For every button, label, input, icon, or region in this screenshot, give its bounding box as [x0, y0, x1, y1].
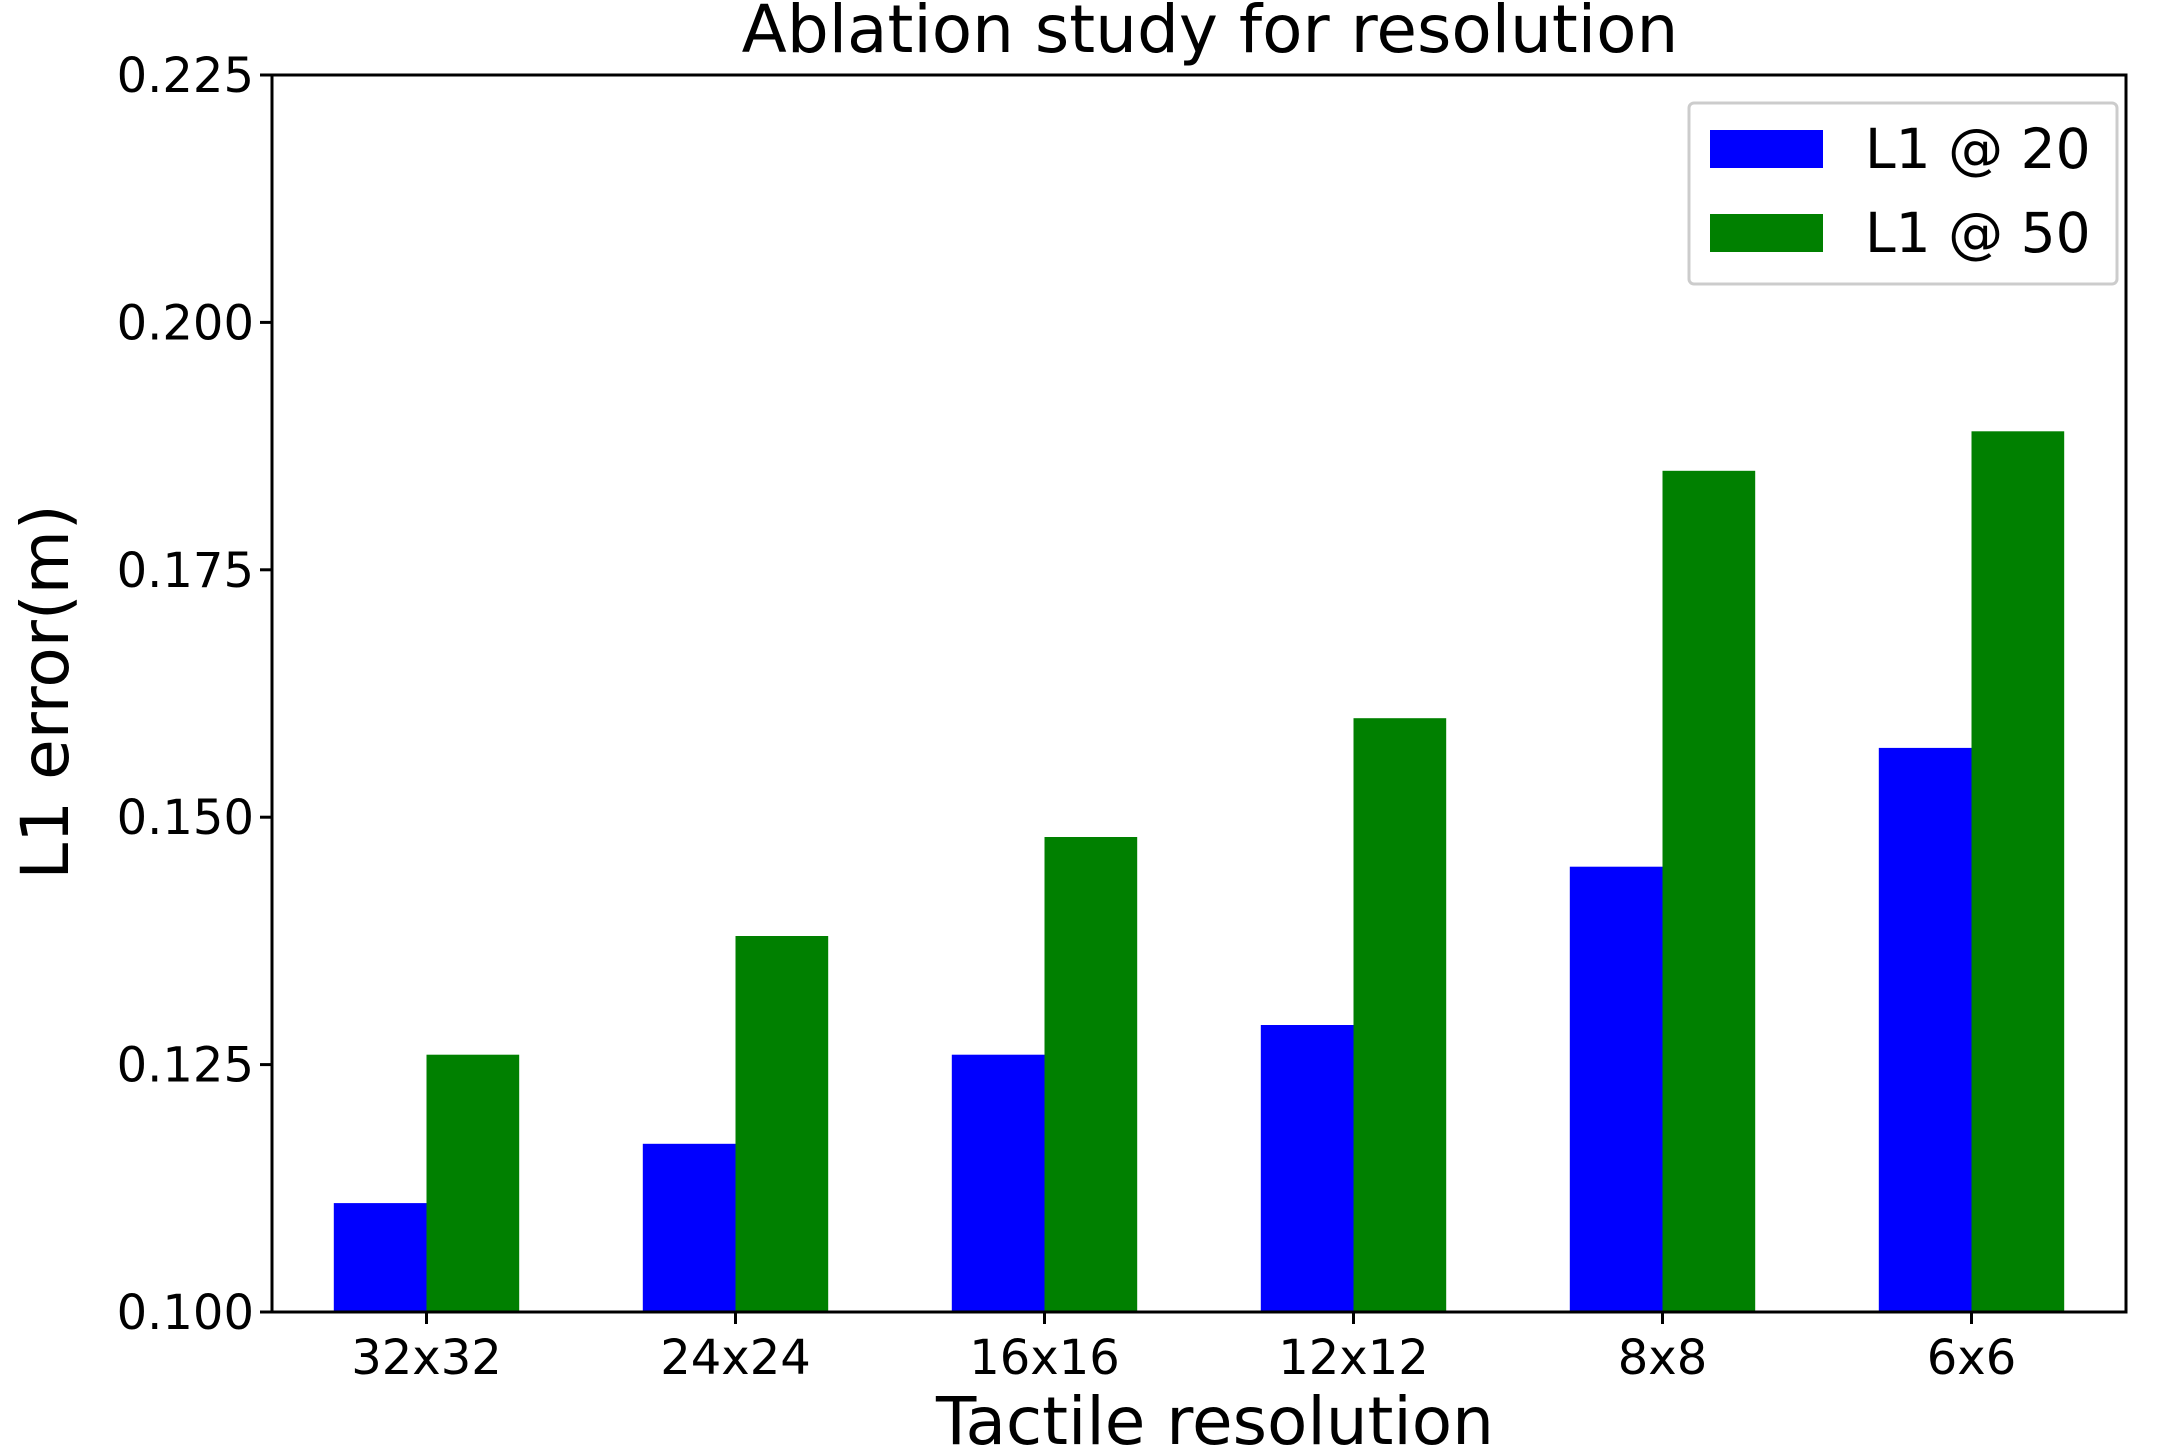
x-axis-ticks: 32x32 24x24 16x16 12x12 8x8 6x6 — [351, 1312, 2016, 1386]
bars-group — [333, 431, 2065, 1312]
bar-l1-20-12x12 — [1260, 1025, 1354, 1312]
x-tick-label: 8x8 — [1618, 1330, 1707, 1386]
y-axis-label: L1 error(m) — [7, 504, 84, 879]
bar-l1-50-8x8 — [1662, 470, 1756, 1312]
bar-l1-20-24x24 — [642, 1143, 736, 1312]
chart-title: Ablation study for resolution — [742, 0, 1679, 68]
bar-l1-20-32x32 — [333, 1203, 427, 1312]
bar-l1-20-8x8 — [1569, 866, 1663, 1312]
bar-l1-50-6x6 — [1971, 431, 2065, 1312]
x-axis-label: Tactile resolution — [935, 1383, 1494, 1448]
legend-swatch — [1710, 214, 1823, 252]
bar-l1-20-6x6 — [1878, 747, 1972, 1312]
y-tick-label: 0.150 — [117, 790, 254, 846]
x-tick-label: 32x32 — [351, 1330, 502, 1386]
y-tick-label: 0.200 — [117, 295, 254, 351]
y-tick-label: 0.225 — [117, 48, 254, 104]
y-axis-ticks: 0.100 0.125 0.150 0.175 0.200 0.225 — [117, 48, 272, 1341]
bar-l1-50-32x32 — [426, 1054, 520, 1312]
x-tick-label: 16x16 — [969, 1330, 1120, 1386]
plot-frame — [270, 73, 2128, 1314]
bar-l1-50-12x12 — [1353, 718, 1447, 1312]
y-tick-label: 0.100 — [117, 1285, 254, 1341]
legend-label: L1 @ 50 — [1865, 201, 2091, 265]
bar-l1-50-16x16 — [1044, 837, 1138, 1312]
x-tick-label: 6x6 — [1927, 1330, 2016, 1386]
y-tick-label: 0.175 — [117, 543, 254, 599]
legend-label: L1 @ 20 — [1865, 117, 2091, 181]
bar-l1-50-24x24 — [735, 936, 829, 1312]
legend: L1 @ 20 L1 @ 50 — [1687, 101, 2119, 286]
x-tick-label: 12x12 — [1278, 1330, 1429, 1386]
legend-swatch — [1710, 130, 1823, 168]
x-tick-label: 24x24 — [660, 1330, 811, 1386]
bar-l1-20-16x16 — [951, 1054, 1045, 1312]
y-tick-label: 0.125 — [117, 1038, 254, 1094]
